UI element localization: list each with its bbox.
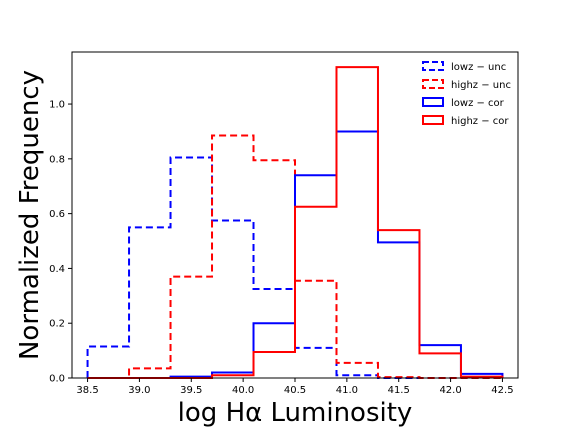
legend-swatch (422, 115, 444, 125)
legend-label: lowz − cor (451, 98, 505, 109)
x-tick-label: 42.0 (439, 385, 461, 396)
legend-label: highz − cor (451, 116, 509, 127)
y-tick-label: 0.6 (49, 209, 65, 220)
series-lowz-cor-line (87, 130, 504, 379)
y-tick-label: 0.4 (49, 264, 65, 275)
series-highz-cor-line (87, 66, 504, 379)
series-layer (86, 66, 504, 379)
x-tick-label: 39.5 (180, 385, 202, 396)
x-tick-label: 41.5 (388, 385, 410, 396)
legend: lowz − unc highz − unc lowz − cor highz − c… (422, 61, 511, 127)
x-tick-label: 41.0 (336, 385, 358, 396)
y-axis-label: Normalized Frequency (15, 70, 45, 360)
x-tick-label: 42.5 (491, 385, 513, 396)
y-tick-label: 0.0 (49, 374, 65, 385)
y-tick-label: 0.8 (49, 154, 65, 165)
series-highz-unc-line (87, 134, 503, 379)
legend-swatch (422, 97, 444, 107)
x-axis-ticks: 38.5 39.0 39.5 40.0 40.5 41.0 41.5 42.0 42.5 (76, 378, 514, 396)
legend-label: lowz − unc (451, 62, 506, 73)
legend-label: highz − unc (451, 80, 511, 91)
y-axis-ticks: 0.0 0.2 0.4 0.6 0.8 1.0 (49, 100, 72, 385)
legend-swatch (422, 61, 444, 71)
x-tick-label: 38.5 (76, 385, 98, 396)
legend-swatch (422, 79, 444, 89)
x-tick-label: 40.0 (232, 385, 254, 396)
x-tick-label: 39.0 (128, 385, 150, 396)
x-tick-label: 40.5 (284, 385, 306, 396)
y-tick-label: 0.2 (49, 319, 65, 330)
x-axis-label: log Hα Luminosity (178, 398, 413, 428)
y-tick-label: 1.0 (49, 100, 65, 111)
